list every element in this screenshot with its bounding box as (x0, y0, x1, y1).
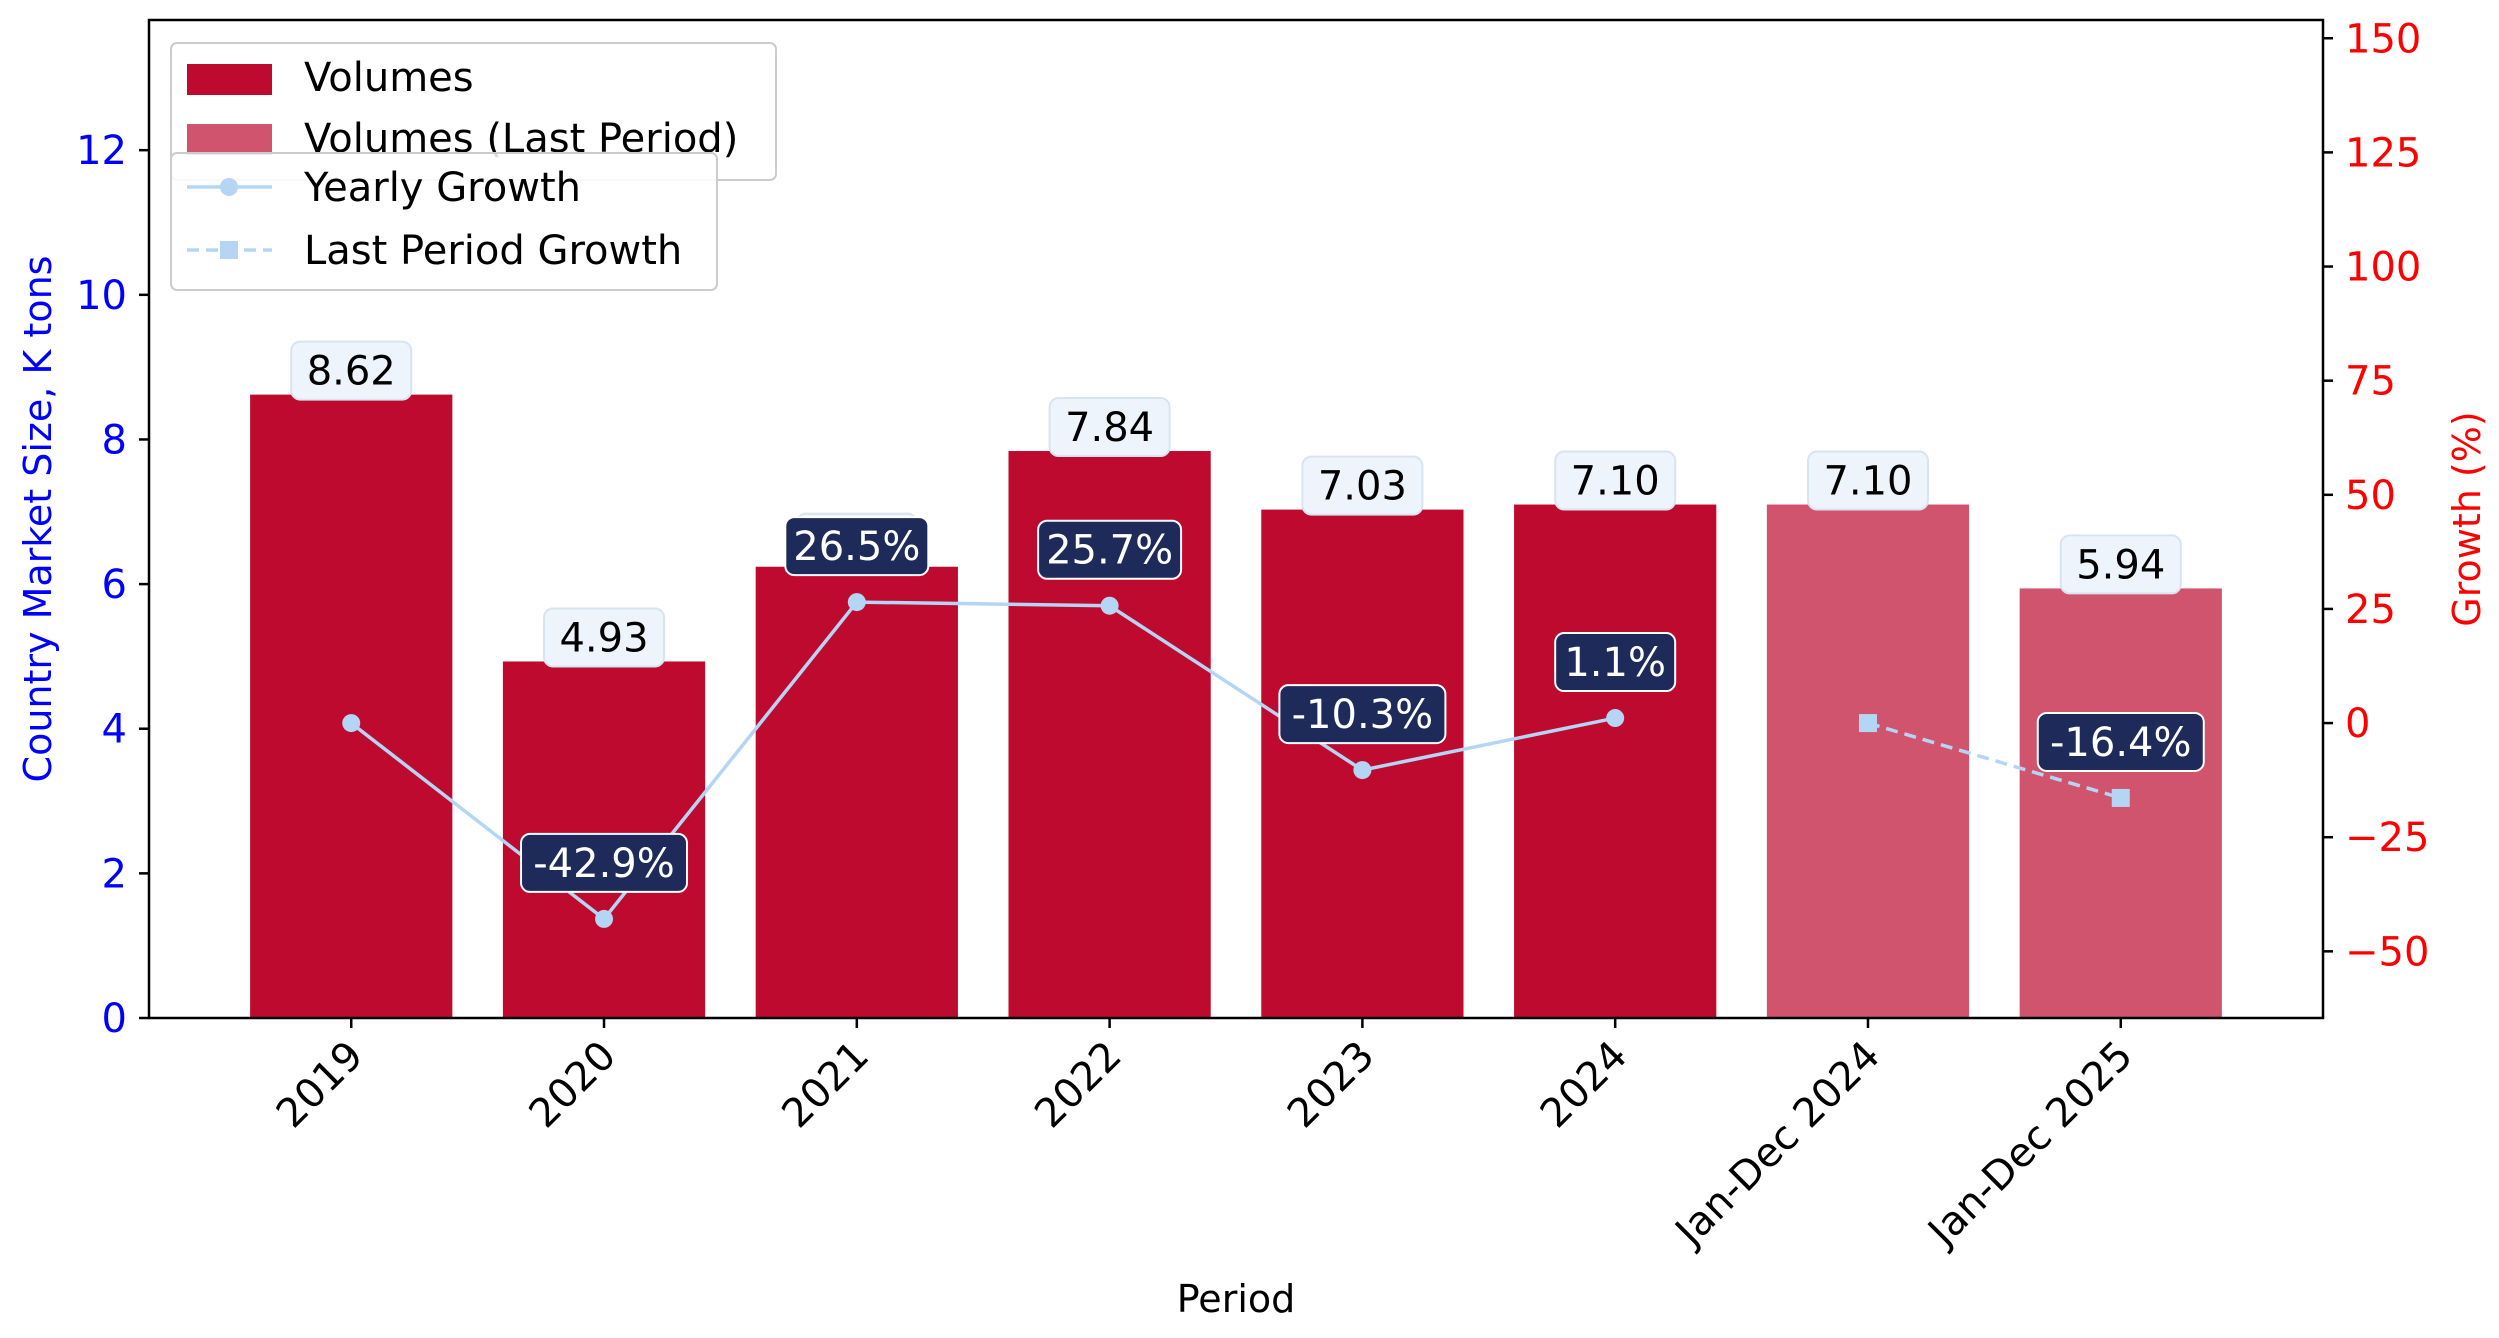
legend-lines-box (170, 152, 718, 291)
x-tick-label: 2023 (1279, 1033, 1384, 1138)
y2-tick-label: 75 (2345, 359, 2396, 405)
x-axis-label: Period (1177, 1277, 1296, 1321)
bar-labels-layer: 8.624.936.247.847.037.107.105.94 (290, 340, 2182, 668)
x-tick-label: 2024 (1532, 1033, 1637, 1138)
growth-point-7 (2111, 788, 2130, 807)
growth-label-4: -10.3% (1278, 684, 1447, 745)
y-axis-right: −50 −25 0 25 50 75 100 125 150 (2323, 16, 2429, 975)
bar-value-label-7-text: 5.94 (2076, 542, 2165, 588)
y2-tick-label: 100 (2345, 245, 2421, 291)
growth-label-2-box (784, 516, 930, 577)
bar-value-label-6: 7.10 (1806, 450, 1929, 511)
y-axis-left: 0 2 4 6 8 10 12 (76, 128, 149, 1042)
growth-label-1-box (520, 832, 689, 893)
bar-volumes-2 (755, 566, 958, 1018)
growth-label-7: -16.4% (2036, 711, 2205, 772)
plot-frame (147, 18, 2325, 1020)
legend-marker-yearly-growth (220, 178, 238, 196)
x-axis: 2019 2020 2021 2022 2023 2024 Jan-Dec 2024 Jan-… (268, 1018, 2142, 1257)
growth-labels-layer: -42.9% 26.5% 25.7% -10.3% 1.1% -16.4% (520, 516, 2205, 893)
x-tick-label: Jan-Dec 2025 (1918, 1033, 2142, 1257)
bar-value-label-5-text: 7.10 (1571, 459, 1660, 505)
bar-value-label-6-text: 7.10 (1823, 459, 1912, 505)
growth-label-5-box (1554, 632, 1677, 693)
growth-point-3 (1100, 596, 1119, 615)
growth-label-3-text: 25.7% (1046, 528, 1173, 574)
growth-label-3-box (1037, 519, 1183, 580)
legend-swatch-volumes-last-period (187, 124, 272, 155)
bar-value-label-7-box (2059, 534, 2182, 595)
growth-label-3: 25.7% (1037, 519, 1183, 580)
line-last-period-growth (1867, 721, 2122, 800)
bar-value-label-4: 7.03 (1301, 455, 1424, 516)
bar-value-label-5-box (1554, 450, 1677, 511)
y-tick-label: 2 (102, 851, 127, 897)
y2-tick-label: 0 (2345, 701, 2370, 747)
growth-label-2-text: 26.5% (793, 524, 920, 570)
y-tick-label: 6 (102, 562, 127, 608)
bar-value-label-1-text: 4.93 (559, 615, 648, 661)
bar-value-label-0: 8.62 (290, 340, 413, 401)
bar-value-label-0-box (290, 340, 413, 401)
growth-label-5-text: 1.1% (1564, 640, 1666, 686)
y2-tick-label: −50 (2345, 929, 2429, 975)
bar-value-label-7: 5.94 (2059, 534, 2182, 595)
x-tick-label: Jan-Dec 2024 (1665, 1033, 1889, 1257)
bar-volumes-5 (1514, 504, 1717, 1018)
bar-value-label-0-text: 8.62 (307, 349, 396, 395)
bar-value-label-4-text: 7.03 (1318, 464, 1407, 510)
growth-label-5: 1.1% (1554, 632, 1677, 693)
growth-label-4-box (1278, 684, 1447, 745)
y-tick-label: 12 (76, 128, 127, 174)
y-tick-label: 4 (102, 707, 127, 753)
y-tick-label: 0 (102, 996, 127, 1042)
growth-label-7-text: -16.4% (2050, 720, 2192, 766)
growth-label-2: 26.5% (784, 516, 930, 577)
growth-point-1 (595, 909, 614, 928)
bar-value-label-3-text: 7.84 (1065, 405, 1154, 451)
x-tick-label: 2020 (521, 1033, 626, 1138)
legend-lines: Yearly Growth Last Period Growth (170, 152, 718, 291)
y2-tick-label: −25 (2345, 815, 2429, 861)
legend-label-volumes: Volumes (304, 55, 474, 101)
bar-volumes-0 (250, 394, 453, 1019)
growth-label-1-text: -42.9% (533, 841, 675, 887)
y2-tick-label: 150 (2345, 16, 2421, 62)
x-tick-label: 2022 (1026, 1033, 1131, 1138)
growth-label-4-text: -10.3% (1292, 692, 1434, 738)
bar-volumes-last-period-6 (1766, 504, 1970, 1018)
bar-value-label-1-box (543, 607, 666, 668)
y-axis-label: Country Market Size, K tons (16, 256, 60, 783)
growth-point-5 (1606, 709, 1625, 728)
x-tick-label: 2021 (773, 1033, 878, 1138)
bar-value-label-3-box (1048, 397, 1171, 458)
y2-tick-label: 25 (2345, 587, 2396, 633)
bar-value-label-1: 4.93 (543, 607, 666, 668)
growth-point-4 (1353, 761, 1372, 780)
y-tick-label: 8 (102, 417, 127, 463)
growth-label-1: -42.9% (520, 832, 689, 893)
y-tick-label: 10 (76, 273, 127, 319)
legend-label-last-period-growth: Last Period Growth (304, 228, 682, 274)
growth-point-2 (847, 593, 866, 612)
bar-value-label-5: 7.10 (1554, 450, 1677, 511)
y2-axis-label: Growth (%) (2445, 411, 2489, 626)
bar-value-label-6-box (1806, 450, 1929, 511)
growth-label-7-box (2036, 711, 2205, 772)
legend-marker-last-period-growth (220, 241, 238, 259)
y2-tick-label: 125 (2345, 130, 2421, 176)
bar-value-label-4-box (1301, 455, 1424, 516)
x-tick-label: 2019 (268, 1033, 373, 1138)
growth-point-6 (1858, 714, 1877, 733)
legend-swatch-volumes (187, 64, 272, 95)
bar-value-label-3: 7.84 (1048, 397, 1171, 458)
growth-point-0 (342, 714, 361, 733)
legend-label-yearly-growth: Yearly Growth (303, 165, 581, 211)
y2-tick-label: 50 (2345, 473, 2396, 519)
